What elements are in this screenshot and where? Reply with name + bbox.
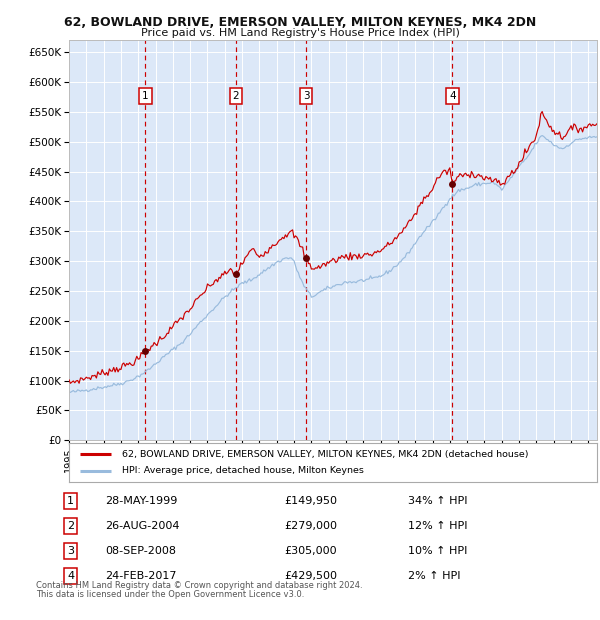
- Text: 26-AUG-2004: 26-AUG-2004: [106, 521, 180, 531]
- Text: £429,500: £429,500: [284, 571, 337, 581]
- Text: 1: 1: [67, 496, 74, 506]
- Text: Contains HM Land Registry data © Crown copyright and database right 2024.: Contains HM Land Registry data © Crown c…: [36, 581, 362, 590]
- Text: HPI: Average price, detached house, Milton Keynes: HPI: Average price, detached house, Milt…: [122, 466, 364, 476]
- Text: Price paid vs. HM Land Registry's House Price Index (HPI): Price paid vs. HM Land Registry's House …: [140, 28, 460, 38]
- Text: 34% ↑ HPI: 34% ↑ HPI: [408, 496, 467, 506]
- Text: £149,950: £149,950: [284, 496, 337, 506]
- Text: £279,000: £279,000: [284, 521, 337, 531]
- Text: 4: 4: [449, 91, 456, 101]
- Text: 10% ↑ HPI: 10% ↑ HPI: [408, 546, 467, 556]
- Text: £305,000: £305,000: [284, 546, 337, 556]
- Text: 2: 2: [233, 91, 239, 101]
- Text: This data is licensed under the Open Government Licence v3.0.: This data is licensed under the Open Gov…: [36, 590, 304, 600]
- Text: 24-FEB-2017: 24-FEB-2017: [106, 571, 177, 581]
- Text: 4: 4: [67, 571, 74, 581]
- Text: 3: 3: [67, 546, 74, 556]
- Text: 2: 2: [67, 521, 74, 531]
- Text: 3: 3: [302, 91, 310, 101]
- Text: 1: 1: [142, 91, 149, 101]
- Text: 62, BOWLAND DRIVE, EMERSON VALLEY, MILTON KEYNES, MK4 2DN: 62, BOWLAND DRIVE, EMERSON VALLEY, MILTO…: [64, 16, 536, 29]
- Text: 62, BOWLAND DRIVE, EMERSON VALLEY, MILTON KEYNES, MK4 2DN (detached house): 62, BOWLAND DRIVE, EMERSON VALLEY, MILTO…: [122, 450, 528, 459]
- Text: 12% ↑ HPI: 12% ↑ HPI: [408, 521, 467, 531]
- Text: 2% ↑ HPI: 2% ↑ HPI: [408, 571, 461, 581]
- Text: 08-SEP-2008: 08-SEP-2008: [106, 546, 176, 556]
- Text: 28-MAY-1999: 28-MAY-1999: [106, 496, 178, 506]
